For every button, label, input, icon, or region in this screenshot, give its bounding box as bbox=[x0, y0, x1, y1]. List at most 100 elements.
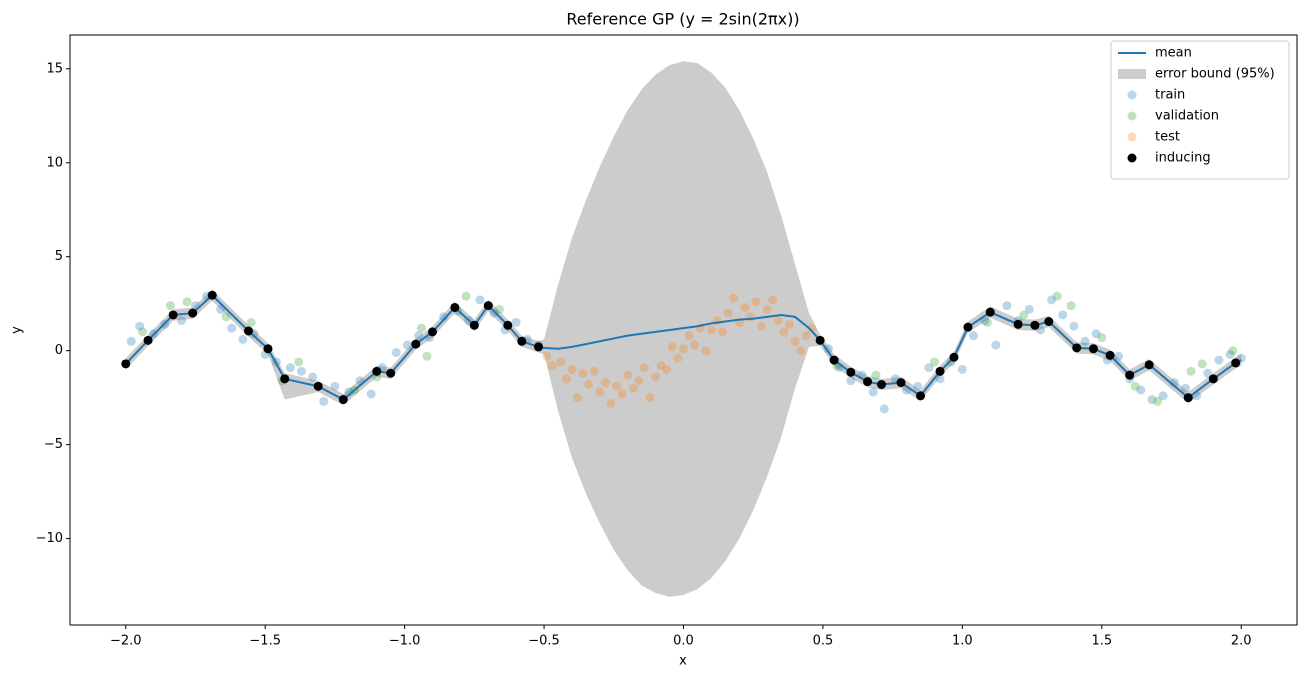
point bbox=[876, 379, 886, 389]
point bbox=[871, 370, 881, 380]
point bbox=[372, 366, 382, 376]
mean-line bbox=[125, 293, 1242, 401]
point bbox=[567, 364, 577, 374]
point bbox=[227, 323, 237, 333]
point bbox=[1186, 366, 1196, 376]
point bbox=[667, 342, 677, 352]
point bbox=[177, 316, 187, 326]
point bbox=[483, 301, 493, 311]
point bbox=[246, 317, 256, 327]
point bbox=[949, 352, 959, 362]
point bbox=[165, 301, 175, 311]
legend-swatch bbox=[1127, 111, 1137, 121]
point bbox=[1158, 391, 1168, 401]
point bbox=[1030, 320, 1040, 330]
point bbox=[963, 322, 973, 332]
x-tick-label: 1.0 bbox=[952, 634, 973, 649]
point bbox=[126, 336, 136, 346]
point bbox=[790, 336, 800, 346]
plot-area bbox=[121, 61, 1246, 597]
point bbox=[829, 355, 839, 365]
point bbox=[243, 326, 253, 336]
point bbox=[414, 331, 424, 341]
point bbox=[600, 378, 610, 388]
legend: mean error bound (95%) train validation test… bbox=[1110, 40, 1290, 180]
point bbox=[801, 331, 811, 341]
point bbox=[1072, 343, 1082, 353]
point bbox=[807, 323, 817, 333]
point bbox=[846, 376, 856, 386]
point bbox=[768, 295, 778, 305]
point bbox=[1047, 295, 1057, 305]
point bbox=[729, 293, 739, 303]
legend-label: error bound (95%) bbox=[1155, 67, 1275, 82]
point bbox=[1183, 393, 1193, 403]
point bbox=[623, 370, 633, 380]
point bbox=[1002, 301, 1012, 311]
point bbox=[815, 335, 825, 345]
point bbox=[595, 387, 605, 397]
point bbox=[1019, 310, 1029, 320]
legend-swatch bbox=[1127, 153, 1137, 163]
x-tick-label: −0.5 bbox=[528, 634, 560, 649]
legend-swatch bbox=[1118, 69, 1146, 79]
point bbox=[280, 374, 290, 384]
y-tick-label: 0 bbox=[55, 343, 63, 358]
point bbox=[684, 331, 694, 341]
point bbox=[542, 351, 552, 361]
point bbox=[846, 367, 856, 377]
legend-label: validation bbox=[1155, 109, 1219, 124]
point bbox=[1144, 360, 1154, 370]
point bbox=[656, 361, 666, 371]
point bbox=[511, 317, 521, 327]
point bbox=[740, 302, 750, 312]
point bbox=[188, 308, 198, 318]
top-layer bbox=[121, 290, 1241, 405]
point bbox=[662, 364, 672, 374]
point bbox=[1080, 336, 1090, 346]
point bbox=[411, 339, 421, 349]
point bbox=[589, 366, 599, 376]
point bbox=[344, 387, 354, 397]
point bbox=[121, 359, 131, 369]
point bbox=[366, 389, 376, 399]
point bbox=[690, 340, 700, 350]
point bbox=[561, 374, 571, 384]
point bbox=[1044, 317, 1054, 327]
point bbox=[935, 366, 945, 376]
legend-label: train bbox=[1155, 88, 1185, 103]
point bbox=[450, 302, 460, 312]
point bbox=[706, 325, 716, 335]
point bbox=[757, 321, 767, 331]
point bbox=[762, 304, 772, 314]
point bbox=[1052, 291, 1062, 301]
point bbox=[784, 319, 794, 329]
point bbox=[985, 307, 995, 317]
point bbox=[1136, 385, 1146, 395]
point bbox=[294, 357, 304, 367]
point bbox=[1114, 351, 1124, 361]
point bbox=[969, 331, 979, 341]
legend-box bbox=[1110, 40, 1290, 180]
point bbox=[723, 308, 733, 318]
point bbox=[296, 366, 306, 376]
x-tick-label: −1.5 bbox=[249, 634, 281, 649]
point bbox=[935, 374, 945, 384]
point bbox=[330, 381, 340, 391]
point bbox=[391, 348, 401, 358]
point bbox=[386, 368, 396, 378]
point bbox=[617, 389, 627, 399]
point bbox=[494, 304, 504, 314]
point bbox=[338, 395, 348, 405]
legend-label: test bbox=[1155, 130, 1180, 145]
point bbox=[556, 357, 566, 367]
point bbox=[1228, 346, 1238, 356]
point bbox=[308, 372, 318, 382]
point bbox=[606, 398, 616, 408]
point bbox=[547, 361, 557, 371]
point bbox=[1130, 381, 1140, 391]
point bbox=[207, 290, 217, 300]
x-tick-label: 2.0 bbox=[1231, 634, 1252, 649]
plot-frame bbox=[69, 34, 1298, 626]
